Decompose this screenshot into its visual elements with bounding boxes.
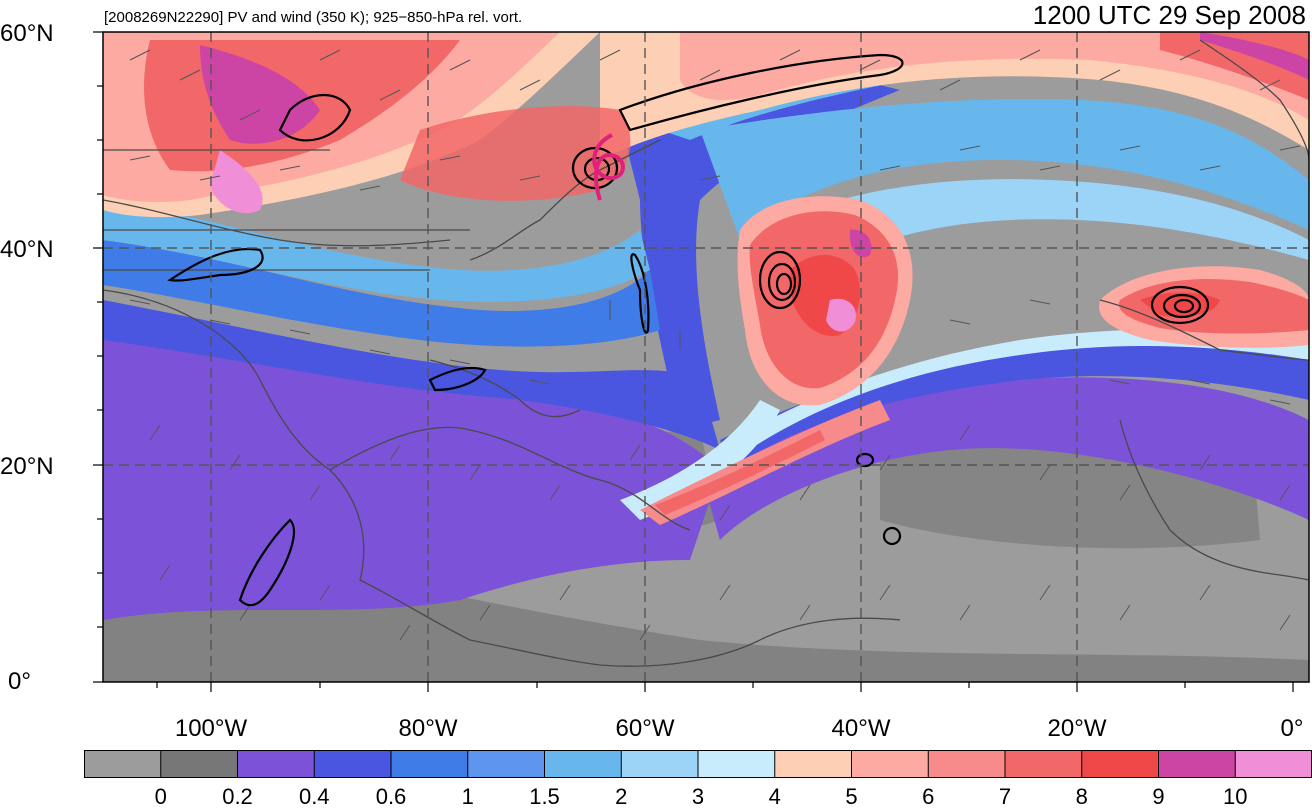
colorbar-tick-label: 1.5	[529, 784, 560, 809]
wind-barbs	[129, 49, 1301, 641]
colorbar-swatch	[621, 750, 699, 778]
lon-label-80w: 80°W	[398, 715, 458, 742]
colorbar-tick-label: 9	[1152, 784, 1165, 809]
colorbar-tick-label: 0.2	[222, 784, 253, 809]
plot-title: [2008269N22290] PV and wind (350 K); 925…	[104, 9, 523, 26]
colorbar-tick-label: 0.6	[375, 784, 407, 809]
colorbar-tick-label: 3	[691, 784, 705, 809]
colorbar-tick-label: 5	[845, 784, 858, 809]
colorbar	[84, 750, 1312, 778]
lat-label-0: 0°	[8, 668, 31, 695]
colorbar-swatch	[1005, 750, 1083, 778]
colorbar-swatch	[467, 750, 545, 778]
lat-label-60n: 60°N	[0, 20, 54, 47]
colorbar-swatch	[851, 750, 929, 778]
colorbar-swatch	[544, 750, 622, 778]
lon-label-60w: 60°W	[615, 715, 675, 742]
colorbar-swatch	[774, 750, 852, 778]
storm-track	[592, 133, 625, 201]
colorbar-tick-label: 1	[461, 784, 474, 809]
colorbar-swatch	[698, 750, 776, 778]
lon-label-40w: 40°W	[831, 715, 891, 742]
colorbar-tick-label: 8	[1075, 784, 1088, 809]
colorbar-tick-label: 0	[154, 784, 167, 809]
colorbar-swatch	[1235, 750, 1312, 778]
colorbar-tick-label: 0.4	[298, 784, 330, 809]
colorbar-swatch	[1081, 750, 1159, 778]
lon-label-20w: 20°W	[1047, 715, 1107, 742]
colorbar-swatch	[314, 750, 392, 778]
colorbar-tick-label: 7	[998, 784, 1012, 809]
colorbar-swatch	[84, 750, 162, 778]
valid-time-label: 1200 UTC 29 Sep 2008	[1032, 0, 1306, 30]
colorbar-swatch	[237, 750, 315, 778]
colorbar-swatch	[160, 750, 238, 778]
coastlines	[103, 39, 1309, 667]
colorbar-tick-label: 6	[922, 784, 935, 809]
lat-label-20n: 20°N	[0, 453, 54, 480]
colorbar-tick-label: 10	[1223, 784, 1248, 809]
graticule	[103, 32, 1309, 682]
colorbar-swatch	[391, 750, 469, 778]
lon-label-100w: 100°W	[174, 715, 248, 742]
colorbar-tick-label: 2	[615, 784, 628, 809]
map-border	[93, 31, 1310, 692]
map-panel[interactable]	[0, 0, 1312, 700]
pv-shading	[103, 32, 1309, 682]
colorbar-swatch	[1158, 750, 1236, 778]
lon-label-0: 0°	[1280, 715, 1304, 742]
colorbar-swatch	[928, 750, 1006, 778]
lat-label-40n: 40°N	[0, 236, 54, 263]
colorbar-tick-label: 4	[768, 784, 781, 809]
